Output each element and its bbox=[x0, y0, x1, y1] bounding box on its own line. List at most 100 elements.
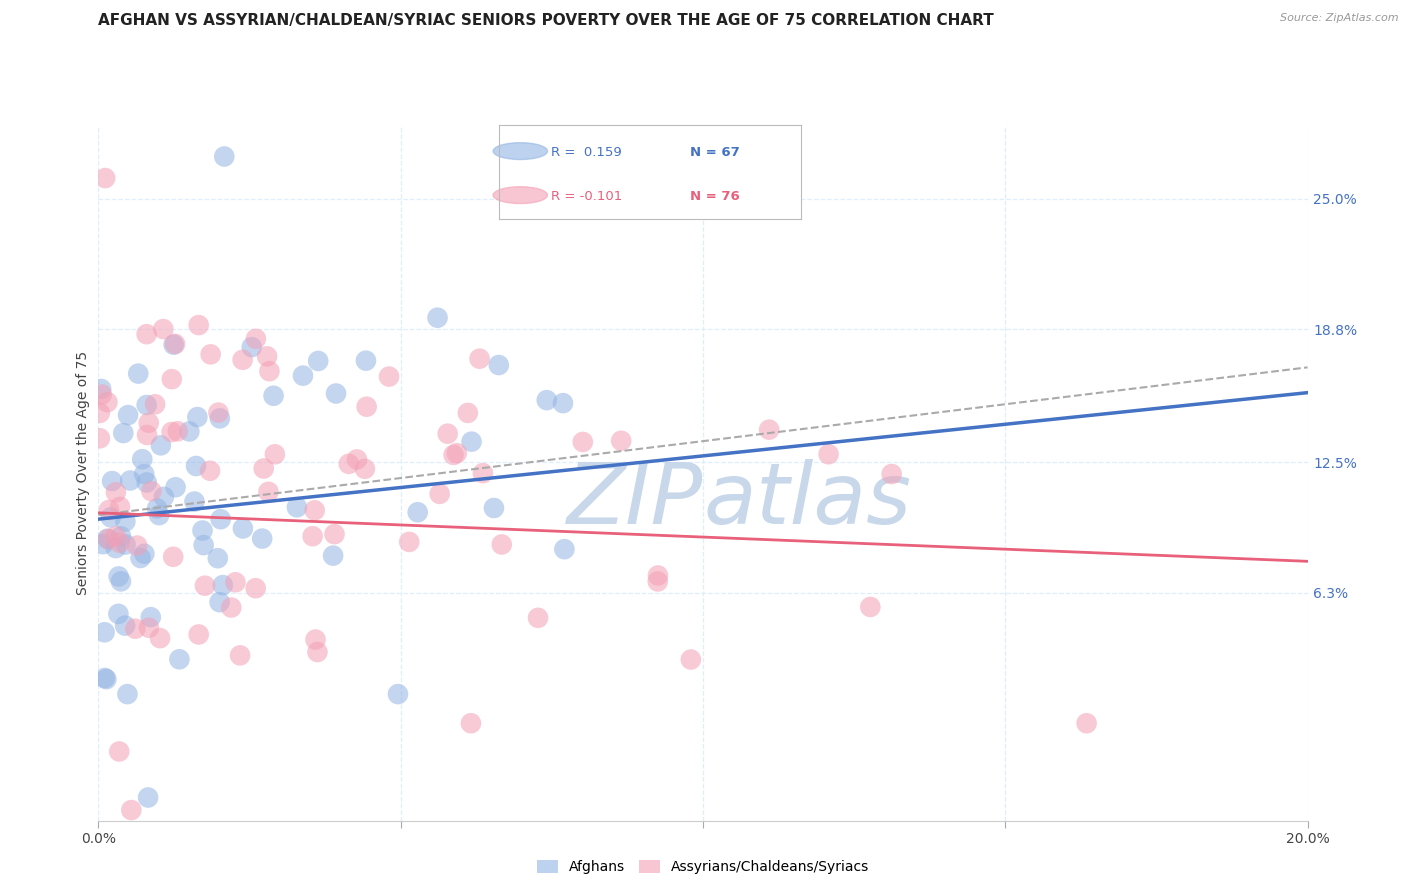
Point bbox=[647, 568, 669, 582]
Point bbox=[457, 406, 479, 420]
Point bbox=[219, 600, 242, 615]
Point bbox=[184, 458, 207, 473]
Point bbox=[301, 529, 323, 543]
Point bbox=[468, 351, 491, 366]
Text: Source: ZipAtlas.com: Source: ZipAtlas.com bbox=[1281, 13, 1399, 23]
Text: N = 76: N = 76 bbox=[689, 191, 740, 203]
Point bbox=[112, 425, 135, 440]
Point bbox=[120, 803, 142, 817]
Text: R =  0.159: R = 0.159 bbox=[551, 146, 621, 160]
Point bbox=[141, 484, 163, 499]
Circle shape bbox=[494, 186, 547, 203]
Point bbox=[146, 501, 169, 516]
Point bbox=[93, 625, 115, 640]
Point bbox=[104, 529, 127, 543]
Point bbox=[117, 687, 139, 701]
Point bbox=[460, 434, 482, 449]
Point bbox=[426, 310, 449, 325]
Point bbox=[108, 535, 131, 549]
Point bbox=[98, 503, 121, 517]
Point bbox=[1076, 716, 1098, 731]
Point bbox=[94, 171, 117, 186]
Y-axis label: Seniors Poverty Over the Age of 75: Seniors Poverty Over the Age of 75 bbox=[76, 351, 90, 595]
Point bbox=[880, 467, 903, 481]
Point bbox=[536, 393, 558, 408]
Point bbox=[90, 382, 112, 396]
Point bbox=[356, 400, 378, 414]
Point bbox=[129, 551, 152, 566]
Point bbox=[153, 490, 176, 504]
Point bbox=[101, 474, 124, 488]
Point bbox=[572, 434, 595, 449]
Point bbox=[307, 354, 329, 368]
Point bbox=[214, 149, 236, 163]
Point bbox=[817, 447, 839, 461]
Point bbox=[96, 395, 118, 409]
Point bbox=[232, 352, 254, 367]
Point bbox=[354, 462, 377, 476]
Point bbox=[114, 537, 136, 551]
Point bbox=[291, 368, 314, 383]
Point bbox=[200, 347, 222, 361]
Point bbox=[257, 484, 280, 499]
Point bbox=[135, 475, 157, 490]
Text: AFGHAN VS ASSYRIAN/CHALDEAN/SYRIAC SENIORS POVERTY OVER THE AGE OF 75 CORRELATIO: AFGHAN VS ASSYRIAN/CHALDEAN/SYRIAC SENIO… bbox=[98, 13, 994, 29]
Point bbox=[131, 452, 153, 467]
Point bbox=[104, 485, 127, 500]
Point bbox=[93, 671, 115, 685]
Text: atlas: atlas bbox=[703, 459, 911, 542]
Point bbox=[114, 515, 136, 529]
Point bbox=[127, 539, 149, 553]
Legend: Afghans, Assyrians/Chaldeans/Syriacs: Afghans, Assyrians/Chaldeans/Syriacs bbox=[531, 855, 875, 880]
Point bbox=[108, 500, 131, 514]
Point bbox=[245, 332, 267, 346]
Point bbox=[162, 337, 184, 351]
Point bbox=[107, 607, 129, 621]
Point bbox=[134, 467, 156, 481]
Point bbox=[162, 549, 184, 564]
Point bbox=[446, 446, 468, 460]
Point bbox=[209, 512, 232, 526]
Point bbox=[183, 494, 205, 508]
Point bbox=[245, 581, 267, 595]
Point bbox=[179, 425, 201, 439]
Point bbox=[194, 579, 217, 593]
Point bbox=[263, 389, 285, 403]
Point bbox=[224, 575, 246, 590]
Point bbox=[460, 716, 482, 731]
Point bbox=[488, 358, 510, 372]
Point bbox=[471, 466, 494, 480]
Point bbox=[253, 461, 276, 475]
Point bbox=[165, 337, 187, 351]
Point bbox=[647, 574, 669, 589]
Point bbox=[110, 529, 132, 543]
Point bbox=[149, 438, 172, 452]
Point bbox=[610, 434, 633, 448]
Point bbox=[120, 474, 142, 488]
Text: R = -0.101: R = -0.101 bbox=[551, 191, 621, 203]
Point bbox=[232, 521, 254, 535]
Point bbox=[208, 595, 231, 609]
Point bbox=[337, 457, 360, 471]
Point bbox=[96, 672, 118, 686]
Point bbox=[207, 551, 229, 566]
Point bbox=[135, 327, 157, 342]
Point bbox=[110, 574, 132, 589]
Point bbox=[679, 652, 702, 666]
Point bbox=[443, 448, 465, 462]
Point bbox=[307, 645, 329, 659]
Point bbox=[165, 480, 187, 494]
Point bbox=[240, 340, 263, 354]
Point bbox=[429, 487, 451, 501]
Point bbox=[229, 648, 252, 663]
Point bbox=[325, 386, 347, 401]
Point bbox=[127, 367, 149, 381]
Point bbox=[193, 538, 215, 552]
Point bbox=[211, 578, 233, 592]
Point bbox=[166, 425, 188, 439]
Point bbox=[207, 406, 229, 420]
Point bbox=[135, 398, 157, 412]
Point bbox=[198, 464, 221, 478]
Point bbox=[89, 431, 111, 445]
Point bbox=[551, 396, 574, 410]
